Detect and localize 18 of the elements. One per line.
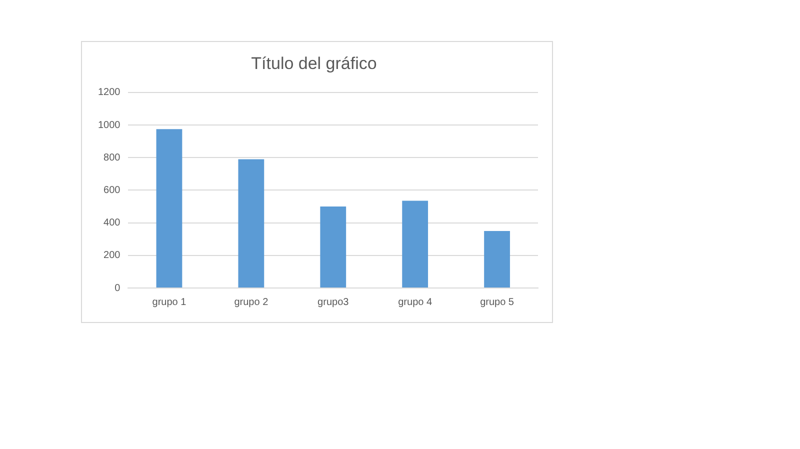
x-tick-label: grupo3	[318, 296, 350, 308]
y-tick-label: 800	[104, 152, 121, 164]
bar	[402, 200, 428, 288]
bar	[484, 230, 510, 288]
bar	[238, 159, 264, 288]
y-tick-label: 1200	[98, 87, 121, 98]
bar	[156, 129, 182, 288]
x-tick-label: grupo 2	[234, 296, 269, 308]
y-tick-label: 400	[104, 218, 121, 229]
x-tick-label: grupo 1	[152, 296, 187, 308]
y-tick-label: 0	[114, 282, 121, 294]
y-tick-label: 200	[104, 250, 121, 262]
x-tick-label: grupo 4	[398, 296, 432, 308]
chart-title: Título del gráfico	[251, 54, 377, 73]
bar	[320, 206, 346, 288]
y-tick-label: 600	[104, 184, 121, 196]
x-tick-label: grupo 5	[480, 296, 514, 308]
y-tick-label: 1000	[98, 120, 121, 131]
